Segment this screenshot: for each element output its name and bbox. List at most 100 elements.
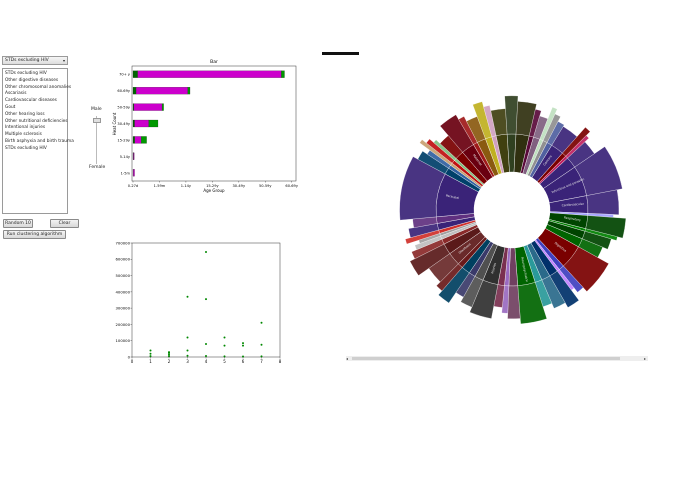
bar-x-tick-label: 50-59y <box>259 184 272 188</box>
gender-slider-handle[interactable] <box>93 118 101 123</box>
disease-list-item[interactable]: STDs excluding HIV <box>5 71 47 76</box>
bar[interactable] <box>281 70 285 78</box>
scroll-left-icon[interactable]: ◂ <box>346 356 349 361</box>
bar-x-tick-label: 1-59m <box>154 184 166 188</box>
sunburst-label: Cardiovascular <box>561 202 584 208</box>
bar-x-tick-label: 0-27d <box>128 184 138 188</box>
bar[interactable] <box>132 103 135 111</box>
bar[interactable] <box>136 87 188 95</box>
scatter-point <box>223 355 226 358</box>
disease-list-item[interactable]: Other digestive diseases <box>5 77 59 83</box>
sunburst-label: Respiratory <box>564 215 582 222</box>
bar[interactable] <box>137 70 282 78</box>
scatter-point <box>186 349 189 352</box>
disease-list-item[interactable]: Ascariasis <box>5 91 27 97</box>
slider-label-female: Female <box>89 165 106 170</box>
sunburst-center <box>474 172 550 248</box>
disease-list-item[interactable]: Multiple sclerosis <box>5 132 42 138</box>
disease-list-item[interactable]: Other hearing loss <box>5 111 45 117</box>
bar-category-label: 70+ y <box>119 73 131 77</box>
scatter-point <box>205 250 207 253</box>
scatter-point <box>205 355 207 358</box>
disease-list-item[interactable]: Gout <box>5 104 16 110</box>
clear-button[interactable]: Clear <box>50 219 79 228</box>
scatter-point <box>260 343 263 346</box>
scatter-point <box>205 298 207 301</box>
sunburst-label: Perinatal <box>446 194 460 201</box>
scatter-y-tick-label: 0 <box>128 354 131 359</box>
scatter-point <box>242 342 244 345</box>
scatter-point <box>242 355 244 358</box>
scatter-x-tick-label: 6 <box>242 359 245 364</box>
bar[interactable] <box>148 119 159 128</box>
sunburst-outer-segment[interactable] <box>546 121 565 146</box>
slider-label-male: Male <box>91 107 102 112</box>
top-toolbar-strip <box>322 52 359 55</box>
bar[interactable] <box>141 136 147 144</box>
bar-category-label: 30-49y <box>117 122 130 126</box>
scatter-x-tick-label: 0 <box>131 359 134 364</box>
scatter-y-tick-label: 100000 <box>116 338 131 343</box>
gender-slider-track[interactable] <box>96 116 97 164</box>
disease-dropdown[interactable]: STDs excluding HIV ▾ <box>2 56 68 65</box>
sunburst-outer-segment[interactable] <box>504 95 519 135</box>
bar[interactable] <box>187 87 191 95</box>
bar[interactable] <box>134 136 142 144</box>
scatter-y-tick-label: 700000 <box>116 240 131 245</box>
bar-x-tick-label: 1-14y <box>181 184 192 188</box>
scatter-y-tick-label: 300000 <box>116 306 131 311</box>
scrollbar-thumb[interactable] <box>352 357 620 360</box>
bar-category-label: 1-5m <box>121 171 131 175</box>
scatter-point <box>149 355 152 358</box>
scatter-point <box>149 352 152 355</box>
scatter-y-tick-label: 200000 <box>116 322 131 327</box>
random-button[interactable]: Random 10 <box>3 219 33 228</box>
scatter-point <box>223 336 226 339</box>
disease-list-item[interactable]: Birth asphyxia and birth trauma <box>5 138 74 144</box>
bar[interactable] <box>133 169 135 177</box>
scatter-x-tick-label: 7 <box>260 359 263 364</box>
disease-list-item[interactable]: Intentional injuries <box>5 125 46 131</box>
run-clustering-button[interactable]: Run clustering algorithm <box>3 230 66 239</box>
scatter-x-tick-label: 8 <box>279 359 282 364</box>
bar[interactable] <box>134 119 149 128</box>
scatter-point <box>149 349 152 352</box>
scatter-chart: 0 1 2 3 4 5 6 7 8 0 100000 200000 300000 400000 500000… <box>116 240 282 364</box>
scatter-point <box>260 321 263 324</box>
bar[interactable] <box>161 103 164 111</box>
scatter-x-tick-label: 2 <box>168 359 171 364</box>
sunburst-label: Neuropsychiatric <box>520 257 529 283</box>
scatter-point <box>205 342 207 345</box>
bar[interactable] <box>132 87 137 95</box>
scroll-right-icon[interactable]: ▸ <box>644 356 647 361</box>
disease-list-item[interactable]: STDs excluding HIV <box>5 145 47 151</box>
bar-category-label: 50-59y <box>117 106 130 110</box>
chevron-down-icon[interactable]: ▾ <box>62 58 65 63</box>
disease-list-item[interactable]: Other nutritional deficiencies <box>5 118 68 124</box>
scatter-point <box>168 355 170 358</box>
bar[interactable] <box>132 136 135 144</box>
scatter-point <box>186 354 189 357</box>
scatter-point <box>242 344 244 347</box>
disease-list-item[interactable]: Other chromosomal anomalies <box>5 84 72 90</box>
scatter-point <box>168 351 170 354</box>
disease-list[interactable]: STDs excluding HIV Other digestive diseas… <box>2 68 74 214</box>
scatter-x-tick-label: 4 <box>205 359 208 364</box>
scatter-point <box>168 353 170 356</box>
bar[interactable] <box>133 152 135 160</box>
scatter-point <box>186 336 189 339</box>
dropdown-selected: STDs excluding HIV <box>5 58 49 63</box>
bar-x-tick-label: 30-49y <box>233 184 246 188</box>
bar[interactable] <box>132 70 138 78</box>
scatter-point <box>186 295 189 298</box>
scatter-x-tick-label: 3 <box>186 359 189 364</box>
disease-list-item[interactable]: Cardiovascular diseases <box>5 98 57 104</box>
scatter-y-tick-label: 400000 <box>116 289 131 294</box>
scatter-x-tick-label: 1 <box>149 359 152 364</box>
sunburst-label: Digestive <box>554 241 568 253</box>
bar-chart-xlabel: Age Group <box>203 188 225 193</box>
bar-x-tick-label: 15-29y <box>206 184 219 188</box>
bar[interactable] <box>133 103 163 111</box>
bar[interactable] <box>132 119 135 128</box>
